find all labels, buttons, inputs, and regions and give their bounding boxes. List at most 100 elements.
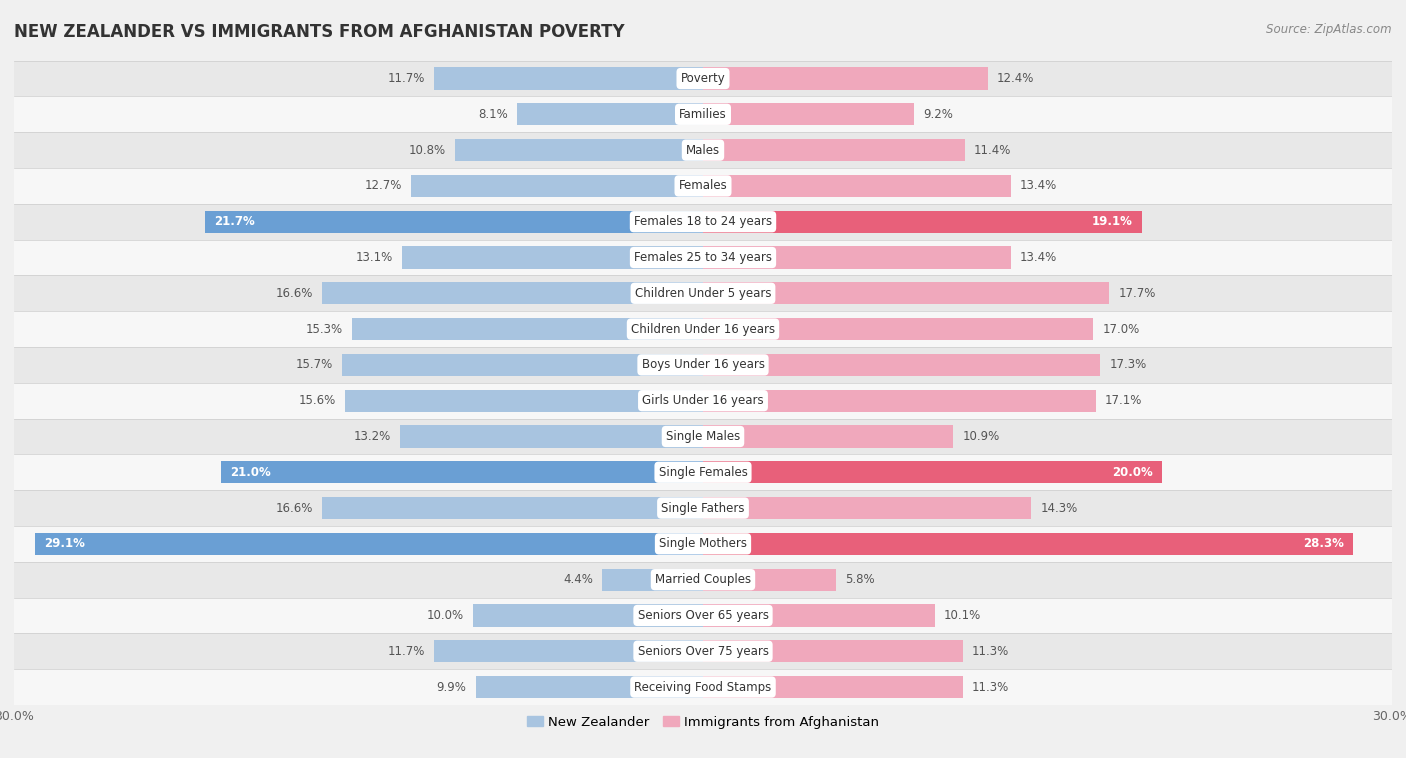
Bar <box>703 67 988 89</box>
Bar <box>35 533 703 555</box>
Text: Males: Males <box>686 143 720 157</box>
Bar <box>703 568 837 590</box>
Legend: New Zealander, Immigrants from Afghanistan: New Zealander, Immigrants from Afghanist… <box>522 710 884 734</box>
Bar <box>703 211 1142 233</box>
Text: 12.4%: 12.4% <box>997 72 1035 85</box>
Bar <box>434 641 703 662</box>
Bar <box>14 490 1392 526</box>
Bar <box>344 390 703 412</box>
Text: 13.2%: 13.2% <box>353 430 391 443</box>
Text: 13.4%: 13.4% <box>1019 251 1057 264</box>
Text: Seniors Over 75 years: Seniors Over 75 years <box>637 645 769 658</box>
Bar <box>205 211 703 233</box>
Text: Females 25 to 34 years: Females 25 to 34 years <box>634 251 772 264</box>
Bar <box>703 246 1011 268</box>
Text: Single Mothers: Single Mothers <box>659 537 747 550</box>
Text: 9.9%: 9.9% <box>437 681 467 694</box>
Bar <box>412 175 703 197</box>
Bar <box>402 246 703 268</box>
Text: 11.7%: 11.7% <box>388 645 425 658</box>
Text: Single Fathers: Single Fathers <box>661 502 745 515</box>
Bar <box>343 354 703 376</box>
Bar <box>352 318 703 340</box>
Text: 9.2%: 9.2% <box>924 108 953 121</box>
Text: Married Couples: Married Couples <box>655 573 751 586</box>
Bar <box>14 347 1392 383</box>
Text: Children Under 16 years: Children Under 16 years <box>631 323 775 336</box>
Text: 11.3%: 11.3% <box>972 645 1010 658</box>
Text: 15.6%: 15.6% <box>298 394 336 407</box>
Text: 8.1%: 8.1% <box>478 108 508 121</box>
Bar <box>14 597 1392 634</box>
Bar <box>703 318 1094 340</box>
Text: 10.1%: 10.1% <box>945 609 981 622</box>
Bar <box>703 604 935 627</box>
Text: 4.4%: 4.4% <box>562 573 593 586</box>
Text: Seniors Over 65 years: Seniors Over 65 years <box>637 609 769 622</box>
Text: 10.9%: 10.9% <box>963 430 1000 443</box>
Text: 17.3%: 17.3% <box>1109 359 1147 371</box>
Text: Boys Under 16 years: Boys Under 16 years <box>641 359 765 371</box>
Text: 10.8%: 10.8% <box>409 143 446 157</box>
Bar <box>14 454 1392 490</box>
Text: Children Under 5 years: Children Under 5 years <box>634 287 772 300</box>
Bar <box>322 497 703 519</box>
Text: 15.7%: 15.7% <box>297 359 333 371</box>
Text: Females: Females <box>679 180 727 193</box>
Bar <box>399 425 703 447</box>
Text: 11.3%: 11.3% <box>972 681 1010 694</box>
Text: 10.0%: 10.0% <box>427 609 464 622</box>
Bar <box>322 282 703 305</box>
Text: Single Females: Single Females <box>658 465 748 479</box>
Bar <box>474 604 703 627</box>
Text: Females 18 to 24 years: Females 18 to 24 years <box>634 215 772 228</box>
Bar <box>703 390 1095 412</box>
Text: 13.1%: 13.1% <box>356 251 392 264</box>
Text: 11.4%: 11.4% <box>974 143 1011 157</box>
Text: Families: Families <box>679 108 727 121</box>
Bar <box>703 103 914 125</box>
Text: 20.0%: 20.0% <box>1112 465 1153 479</box>
Text: 17.1%: 17.1% <box>1105 394 1142 407</box>
Bar <box>703 425 953 447</box>
Bar <box>703 354 1101 376</box>
Bar <box>703 139 965 161</box>
Bar <box>14 240 1392 275</box>
Text: 21.7%: 21.7% <box>214 215 254 228</box>
Bar <box>475 676 703 698</box>
Bar <box>703 641 963 662</box>
Bar <box>703 497 1032 519</box>
Text: Poverty: Poverty <box>681 72 725 85</box>
Bar <box>14 168 1392 204</box>
Text: 29.1%: 29.1% <box>44 537 84 550</box>
Bar <box>14 312 1392 347</box>
Bar <box>517 103 703 125</box>
Bar <box>14 275 1392 312</box>
Text: 12.7%: 12.7% <box>364 180 402 193</box>
Bar <box>14 204 1392 240</box>
Bar <box>14 96 1392 132</box>
Text: NEW ZEALANDER VS IMMIGRANTS FROM AFGHANISTAN POVERTY: NEW ZEALANDER VS IMMIGRANTS FROM AFGHANI… <box>14 23 624 41</box>
Bar <box>703 461 1163 484</box>
Bar <box>434 67 703 89</box>
Text: 11.7%: 11.7% <box>388 72 425 85</box>
Bar <box>14 562 1392 597</box>
Text: 14.3%: 14.3% <box>1040 502 1078 515</box>
Text: 17.7%: 17.7% <box>1119 287 1156 300</box>
Bar <box>14 669 1392 705</box>
Text: 13.4%: 13.4% <box>1019 180 1057 193</box>
Bar <box>221 461 703 484</box>
Bar <box>703 533 1353 555</box>
Bar <box>703 175 1011 197</box>
Bar <box>14 526 1392 562</box>
Bar <box>14 132 1392 168</box>
Text: 21.0%: 21.0% <box>231 465 271 479</box>
Text: 19.1%: 19.1% <box>1091 215 1132 228</box>
Text: 17.0%: 17.0% <box>1102 323 1140 336</box>
Bar <box>456 139 703 161</box>
Text: Girls Under 16 years: Girls Under 16 years <box>643 394 763 407</box>
Text: 5.8%: 5.8% <box>845 573 875 586</box>
Text: 16.6%: 16.6% <box>276 502 312 515</box>
Bar <box>14 61 1392 96</box>
Text: Source: ZipAtlas.com: Source: ZipAtlas.com <box>1267 23 1392 36</box>
